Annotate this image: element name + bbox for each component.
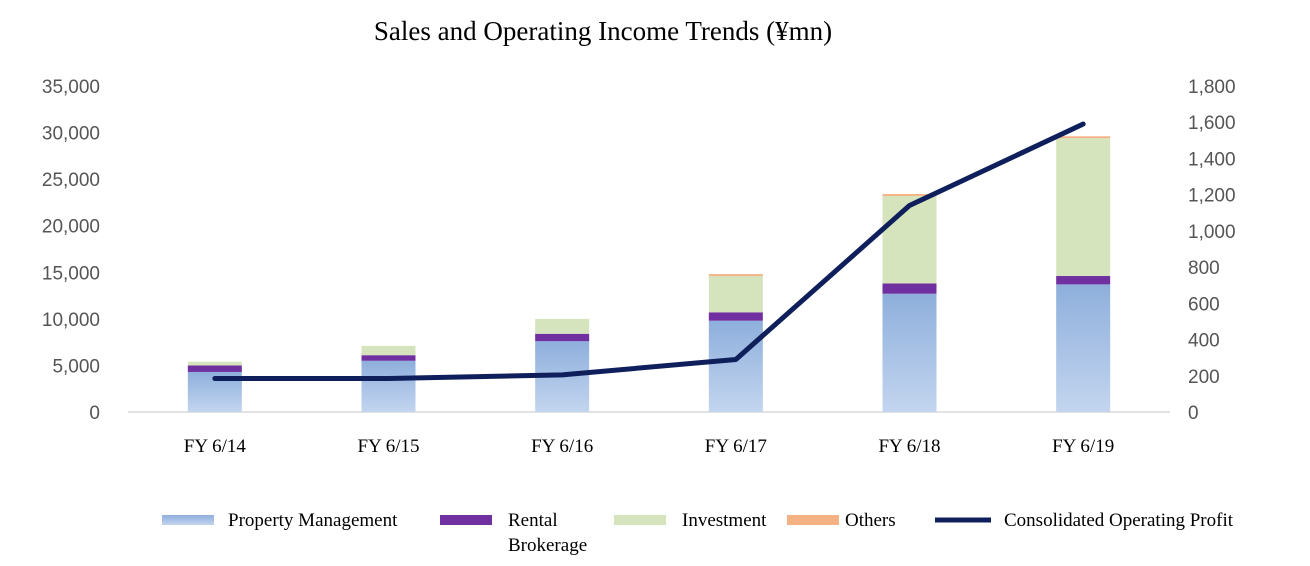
bar-investment-3 bbox=[708, 276, 763, 313]
chart-title: Sales and Operating Income Trends (¥mn) bbox=[374, 16, 832, 46]
legend-label: Brokerage bbox=[508, 535, 587, 556]
bar-rental-brokerage-1 bbox=[361, 355, 416, 361]
line-series bbox=[212, 121, 1086, 381]
left-axis: 0 5,000 10,000 15,000 20,000 25,000 30,000 35,0… bbox=[42, 77, 100, 424]
bar-rental-brokerage-2 bbox=[535, 333, 590, 342]
bar-property-management-1 bbox=[361, 360, 416, 412]
left-tick-label: 10,000 bbox=[42, 310, 100, 331]
legend-label: Investment bbox=[682, 510, 767, 531]
legend-swatch bbox=[614, 515, 666, 525]
left-tick-label: 25,000 bbox=[42, 170, 100, 191]
bar-rental-brokerage-3 bbox=[708, 312, 763, 321]
bar-others-5 bbox=[1056, 136, 1111, 139]
legend-label: Rental bbox=[508, 510, 558, 531]
legend-label: Consolidated Operating Profit bbox=[1004, 510, 1234, 531]
left-tick-label: 30,000 bbox=[42, 124, 100, 145]
bar-others-3 bbox=[708, 274, 763, 277]
left-tick-label: 20,000 bbox=[42, 217, 100, 238]
right-tick-label: 0 bbox=[1188, 403, 1199, 424]
right-tick-label: 1,200 bbox=[1188, 186, 1236, 207]
legend-label: Others bbox=[845, 510, 896, 531]
category-label: FY 6/17 bbox=[705, 436, 767, 457]
bar-investment-5 bbox=[1056, 138, 1111, 277]
bar-property-management-3 bbox=[708, 320, 763, 412]
bar-investment-4 bbox=[882, 195, 937, 284]
bar-property-management-4 bbox=[882, 293, 937, 412]
bar-investment-2 bbox=[535, 318, 590, 334]
operating-profit-line bbox=[212, 121, 1086, 381]
legend-swatch bbox=[162, 515, 214, 525]
legend: Property Management Rental Brokerage Invest… bbox=[162, 510, 1234, 556]
left-tick-label: 0 bbox=[89, 403, 100, 424]
legend-swatch bbox=[787, 515, 839, 525]
right-tick-label: 200 bbox=[1188, 367, 1220, 388]
legend-label: Property Management bbox=[228, 510, 398, 531]
category-label: FY 6/14 bbox=[184, 436, 247, 457]
left-tick-label: 5,000 bbox=[52, 356, 100, 377]
right-tick-label: 800 bbox=[1188, 258, 1220, 279]
right-axis: 0 200 400 600 800 1,000 1,200 1,400 1,600 1,800 bbox=[1188, 77, 1236, 424]
left-tick-label: 15,000 bbox=[42, 263, 100, 284]
category-label: FY 6/19 bbox=[1052, 436, 1114, 457]
bar-rental-brokerage-5 bbox=[1056, 276, 1111, 285]
bar-rental-brokerage-0 bbox=[187, 365, 242, 372]
category-label: FY 6/16 bbox=[531, 436, 593, 457]
bar-property-management-5 bbox=[1056, 284, 1111, 412]
right-tick-label: 600 bbox=[1188, 294, 1220, 315]
legend-swatch bbox=[440, 515, 492, 525]
bar-rental-brokerage-4 bbox=[882, 283, 937, 294]
category-label: FY 6/15 bbox=[357, 436, 419, 457]
bar-others-4 bbox=[882, 194, 937, 196]
category-label: FY 6/18 bbox=[878, 436, 940, 457]
bar-investment-1 bbox=[361, 345, 416, 356]
bar-investment-0 bbox=[187, 361, 242, 366]
right-tick-label: 1,400 bbox=[1188, 149, 1236, 170]
right-tick-label: 1,000 bbox=[1188, 222, 1236, 243]
bar-series bbox=[187, 136, 1111, 412]
left-tick-label: 35,000 bbox=[42, 77, 100, 98]
right-tick-label: 1,600 bbox=[1188, 113, 1236, 134]
right-tick-label: 400 bbox=[1188, 331, 1220, 352]
category-axis: FY 6/14 FY 6/15 FY 6/16 FY 6/17 FY 6/18 FY 6/… bbox=[184, 436, 1114, 457]
right-tick-label: 1,800 bbox=[1188, 77, 1236, 98]
